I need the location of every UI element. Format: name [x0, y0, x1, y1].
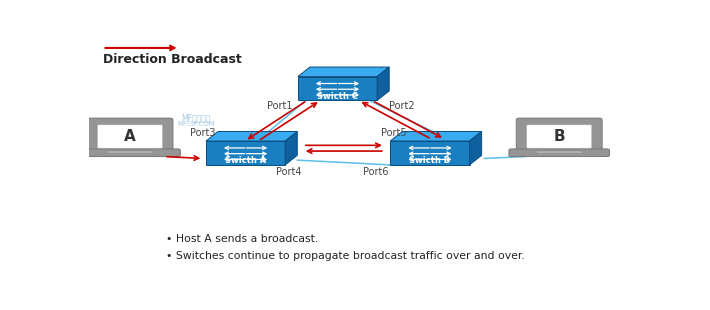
Polygon shape: [298, 77, 377, 100]
Text: Swicth A: Swicth A: [225, 156, 266, 165]
Text: Port5: Port5: [381, 128, 407, 138]
Polygon shape: [206, 131, 297, 141]
Polygon shape: [469, 131, 481, 165]
Text: Direction Broadcast: Direction Broadcast: [102, 53, 241, 66]
Polygon shape: [206, 141, 285, 165]
FancyBboxPatch shape: [516, 118, 602, 152]
FancyBboxPatch shape: [87, 118, 173, 152]
Text: A: A: [124, 129, 136, 144]
Text: • Switches continue to propagate broadcast traffic over and over.: • Switches continue to propagate broadca…: [166, 250, 525, 261]
Polygon shape: [285, 131, 297, 165]
Text: Port3: Port3: [190, 128, 215, 138]
Polygon shape: [298, 67, 389, 77]
FancyBboxPatch shape: [527, 125, 591, 148]
Text: MF梦飞科技: MF梦飞科技: [181, 114, 211, 123]
FancyBboxPatch shape: [97, 125, 163, 148]
FancyBboxPatch shape: [536, 151, 582, 154]
Text: Port4: Port4: [276, 167, 301, 177]
FancyBboxPatch shape: [509, 149, 609, 157]
Text: Port1: Port1: [267, 101, 293, 111]
Text: Swicth B: Swicth B: [410, 156, 450, 165]
Polygon shape: [391, 141, 469, 165]
Polygon shape: [377, 67, 389, 100]
Polygon shape: [391, 131, 481, 141]
Text: • Host A sends a broadcast.: • Host A sends a broadcast.: [166, 234, 318, 244]
FancyBboxPatch shape: [80, 149, 180, 157]
Text: Port2: Port2: [388, 101, 414, 111]
Text: Swicth C: Swicth C: [317, 92, 358, 101]
Text: Port6: Port6: [363, 167, 388, 177]
Text: MFISP.COM: MFISP.COM: [178, 121, 215, 127]
Text: B: B: [553, 129, 565, 144]
FancyBboxPatch shape: [107, 151, 153, 154]
